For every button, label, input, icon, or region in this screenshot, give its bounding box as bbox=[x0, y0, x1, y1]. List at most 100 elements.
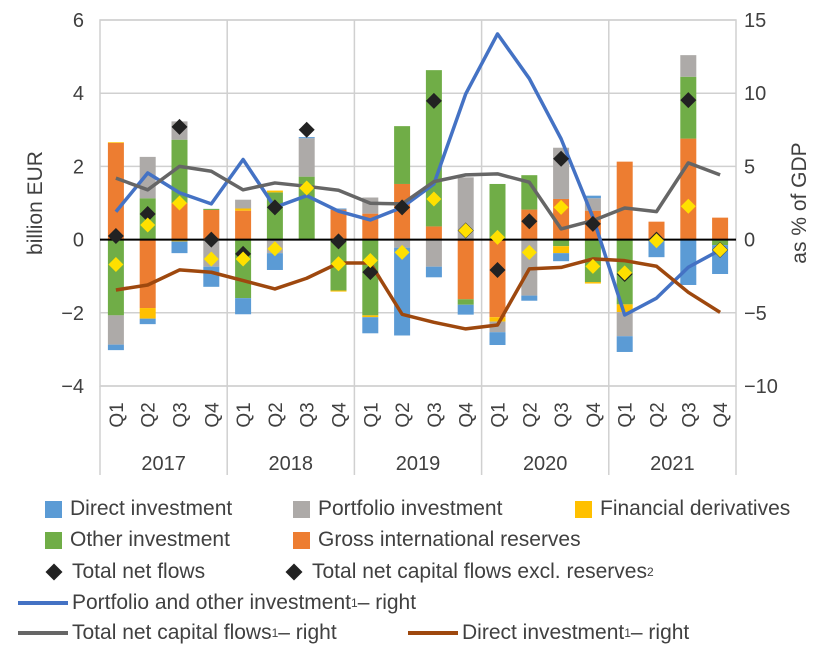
quarter-label: Q1 bbox=[107, 402, 128, 427]
bar-gross-international-reserves bbox=[139, 239, 156, 309]
bar-financial-derivatives bbox=[139, 308, 156, 319]
bar-financial-derivatives bbox=[107, 142, 124, 143]
marker-net-flows-excl-reserves bbox=[553, 199, 569, 215]
bar-direct-investment bbox=[553, 253, 570, 262]
marker-total-net-flows bbox=[266, 199, 283, 216]
bar-gross-international-reserves bbox=[171, 203, 188, 240]
bar-other-investment bbox=[457, 299, 474, 305]
bar-direct-investment bbox=[107, 344, 124, 351]
year-label: 2019 bbox=[396, 453, 441, 475]
bar-financial-derivatives bbox=[235, 208, 252, 211]
bar-gross-international-reserves bbox=[235, 210, 252, 240]
marker-total-net-flows bbox=[584, 215, 601, 232]
bar-portfolio-investment bbox=[489, 321, 506, 333]
marker-net-flows-excl-reserves bbox=[172, 195, 187, 211]
quarter-label: Q3 bbox=[425, 402, 446, 427]
year-label: 2021 bbox=[650, 453, 695, 475]
marker-net-flows-excl-reserves bbox=[235, 251, 251, 267]
bar-gross-international-reserves bbox=[425, 226, 442, 240]
bar-direct-investment bbox=[616, 336, 633, 352]
bar-financial-derivatives bbox=[489, 317, 506, 322]
bar-direct-investment bbox=[425, 266, 442, 278]
bar-portfolio-investment bbox=[107, 315, 124, 345]
marker-total-net-flows bbox=[139, 205, 156, 222]
bar-gross-international-reserves bbox=[680, 138, 697, 240]
bar-direct-investment bbox=[362, 317, 379, 334]
quarter-label: Q2 bbox=[393, 402, 414, 427]
left-tick-label: 4 bbox=[73, 83, 84, 105]
bar-financial-derivatives bbox=[616, 304, 633, 313]
left-tick-label: −4 bbox=[61, 376, 84, 398]
bar-other-investment bbox=[203, 208, 220, 210]
line-direct-investment bbox=[115, 257, 722, 331]
bar-financial-derivatives bbox=[330, 290, 347, 292]
bar-portfolio-investment bbox=[394, 239, 411, 248]
bar-other-investment bbox=[394, 126, 411, 184]
marker-total-net-flows bbox=[553, 150, 570, 167]
marker-net-flows-excl-reserves bbox=[140, 217, 156, 233]
line-portfolio-and-other-investment bbox=[114, 32, 721, 317]
bar-direct-investment bbox=[394, 247, 411, 336]
quarter-label: Q3 bbox=[552, 402, 573, 427]
bar-gross-international-reserves bbox=[712, 217, 729, 240]
left-tick-label: 2 bbox=[73, 156, 84, 178]
marker-net-flows-excl-reserves bbox=[712, 242, 728, 258]
left-tick-label: 6 bbox=[73, 10, 84, 32]
bar-gross-international-reserves bbox=[648, 221, 665, 240]
marker-total-net-flows bbox=[521, 213, 538, 230]
quarter-label: Q4 bbox=[711, 402, 732, 428]
marker-net-flows-excl-reserves bbox=[108, 256, 124, 272]
marker-total-net-flows bbox=[394, 199, 411, 216]
marker-total-net-flows bbox=[425, 92, 442, 109]
bar-financial-derivatives bbox=[584, 282, 601, 284]
quarter-label: Q4 bbox=[330, 402, 351, 428]
bar-portfolio-investment bbox=[616, 312, 633, 337]
bar-gross-international-reserves bbox=[457, 239, 474, 300]
bar-other-investment bbox=[107, 239, 124, 316]
bar-direct-investment bbox=[457, 304, 474, 315]
marker-net-flows-excl-reserves bbox=[617, 265, 633, 281]
bar-direct-investment bbox=[521, 295, 538, 301]
bar-financial-derivatives bbox=[553, 246, 570, 254]
marker-total-net-flows bbox=[107, 227, 124, 244]
marker-total-net-flows bbox=[489, 261, 506, 278]
bar-direct-investment bbox=[203, 266, 220, 287]
bar-direct-investment bbox=[266, 253, 283, 270]
marker-net-flows-excl-reserves bbox=[490, 229, 505, 245]
quarter-label: Q1 bbox=[361, 402, 382, 427]
marker-net-flows-excl-reserves bbox=[426, 191, 442, 207]
bar-direct-investment bbox=[584, 195, 601, 199]
bar-direct-investment bbox=[139, 318, 156, 325]
left-axis-title: billion EUR bbox=[24, 151, 47, 255]
bar-financial-derivatives bbox=[266, 190, 283, 193]
bar-other-investment bbox=[521, 175, 538, 210]
quarter-label: Q2 bbox=[266, 402, 287, 427]
quarter-label: Q2 bbox=[139, 402, 160, 427]
marker-net-flows-excl-reserves bbox=[521, 244, 537, 260]
bar-other-investment bbox=[171, 139, 188, 203]
bar-other-investment bbox=[298, 176, 315, 240]
line-total-net-capital-flows bbox=[115, 161, 721, 231]
right-tick-label: 5 bbox=[744, 156, 755, 178]
quarter-label: Q1 bbox=[616, 402, 637, 427]
quarter-label: Q3 bbox=[171, 402, 192, 427]
right-tick-label: 0 bbox=[744, 230, 755, 252]
bar-gross-international-reserves bbox=[616, 161, 633, 240]
bar-direct-investment bbox=[171, 241, 188, 254]
right-tick-label: 15 bbox=[744, 10, 766, 32]
bar-direct-investment bbox=[330, 208, 347, 210]
marker-total-net-flows bbox=[330, 233, 347, 250]
marker-net-flows-excl-reserves bbox=[458, 222, 474, 238]
bar-other-investment bbox=[553, 239, 570, 247]
quarter-label: Q4 bbox=[202, 402, 223, 428]
bar-gross-international-reserves bbox=[107, 142, 124, 240]
marker-total-net-flows bbox=[203, 231, 220, 248]
marker-net-flows-excl-reserves bbox=[299, 180, 315, 196]
marker-total-net-flows bbox=[171, 118, 188, 135]
quarter-label: Q1 bbox=[234, 402, 255, 427]
marker-net-flows-excl-reserves bbox=[680, 198, 696, 214]
quarter-label: Q1 bbox=[489, 402, 510, 427]
year-label: 2020 bbox=[523, 453, 568, 475]
marker-net-flows-excl-reserves bbox=[267, 241, 283, 257]
